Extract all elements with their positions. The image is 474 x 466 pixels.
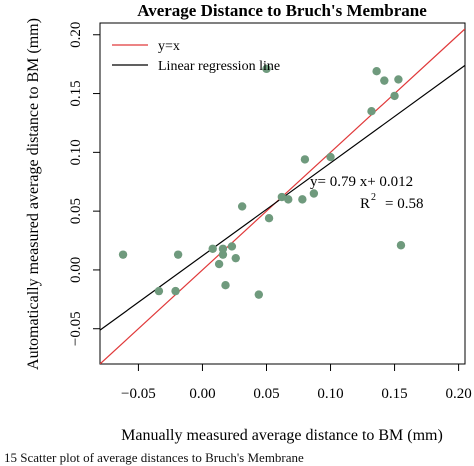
data-points (118, 64, 406, 299)
data-point (118, 250, 128, 259)
y-tick-label: 0.00 (68, 257, 84, 283)
figure-caption: 15 Scatter plot of average distances to … (4, 450, 304, 465)
y-tick-label: 0.05 (68, 198, 84, 224)
data-point (154, 286, 164, 296)
data-point (372, 67, 381, 76)
x-tick-label: −0.05 (121, 386, 156, 402)
y-tick-label: 0.15 (68, 80, 84, 106)
data-point (284, 195, 293, 204)
y-tick-label: 0.20 (68, 22, 84, 48)
y-tick-label: 0.10 (68, 139, 84, 165)
data-point (367, 106, 376, 116)
x-axis: −0.05 0.00 0.05 0.10 0.15 0.20 (121, 363, 472, 402)
y-axis: −0.05 0.00 0.05 0.10 0.15 0.20 (68, 22, 101, 346)
data-point (326, 152, 335, 162)
x-tick-label: 0.15 (381, 386, 407, 402)
data-point (218, 244, 228, 253)
data-point (254, 290, 264, 299)
legend-label-regression: Linear regression line (158, 59, 280, 74)
legend-label-yx: y=x (158, 39, 180, 54)
data-point (380, 76, 389, 85)
x-tick-label: 0.05 (253, 386, 279, 402)
data-point (298, 195, 307, 204)
y-axis-label: Automatically measured average distance … (25, 18, 42, 370)
data-point (300, 155, 310, 164)
data-point (227, 242, 237, 251)
data-point (171, 286, 180, 296)
data-point (208, 244, 217, 253)
regression-equation: y= 0.79 x+ 0.012 (310, 174, 413, 190)
data-point (218, 250, 228, 259)
data-point (394, 75, 403, 84)
data-point (390, 91, 399, 101)
data-point (173, 250, 183, 259)
r-squared-superscript: 2 (371, 192, 376, 203)
x-tick-label: 0.00 (189, 386, 215, 402)
data-point (262, 64, 271, 74)
x-tick-label: 0.10 (317, 386, 343, 402)
data-point (221, 281, 230, 290)
x-axis-label: Manually measured average distance to BM… (121, 427, 443, 444)
data-point (277, 192, 287, 202)
r-squared-symbol: R (360, 196, 370, 212)
y-tick-label: −0.05 (68, 311, 84, 346)
chart-title: Average Distance to Bruch's Membrane (137, 1, 427, 20)
x-tick-label: 0.20 (445, 386, 471, 402)
legend: y=x Linear regression line (112, 39, 280, 74)
data-point (396, 241, 406, 250)
data-point (309, 189, 319, 198)
data-point (264, 213, 274, 223)
data-point (231, 253, 240, 263)
r-squared-value: = 0.58 (385, 196, 423, 212)
data-point (214, 259, 224, 269)
data-point (237, 202, 247, 211)
